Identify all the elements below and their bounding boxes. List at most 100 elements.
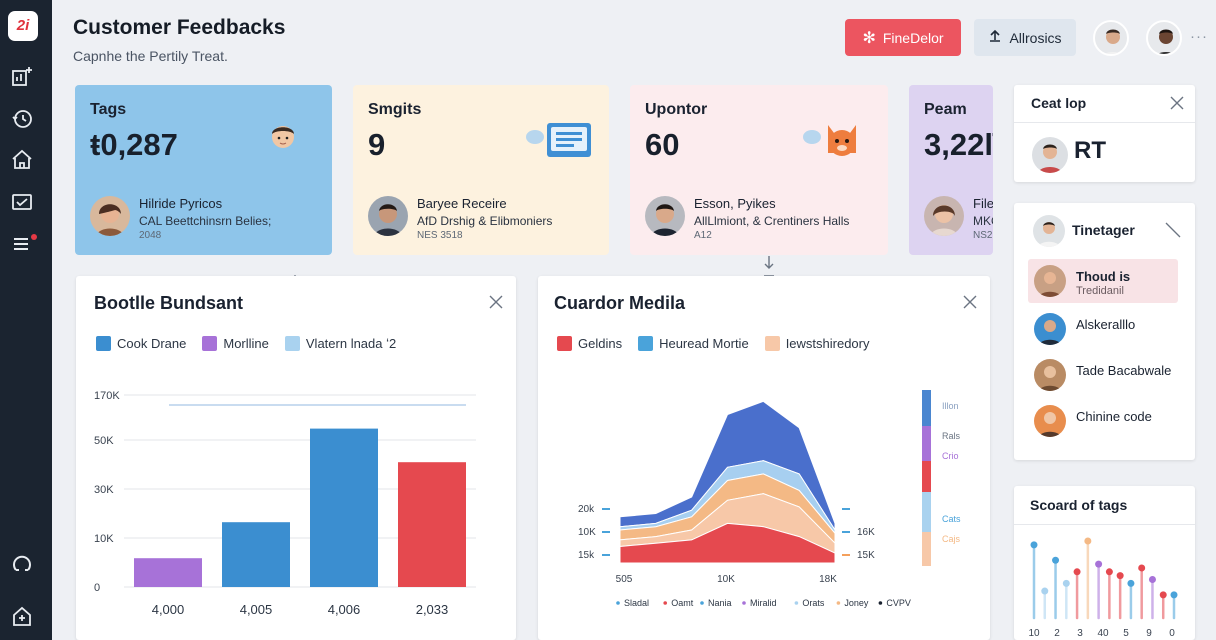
sidebar: 2i — [0, 0, 52, 640]
footer-legend-label: Oamt — [671, 598, 694, 608]
divider — [1014, 122, 1195, 123]
area-panel-title: Cuardor Medila — [554, 293, 686, 313]
finedelor-button[interactable]: ✻ FineDelor — [845, 19, 961, 56]
list-item-alskeralllo[interactable]: Alskeralllo — [1028, 307, 1178, 351]
footer-legend-dot — [878, 601, 883, 605]
dot-point — [1127, 579, 1135, 587]
legend-item[interactable]: Morlline — [202, 336, 269, 351]
legend-swatch — [764, 336, 780, 351]
app-logo[interactable]: 2i — [8, 11, 38, 41]
legend-item[interactable]: Geldins — [557, 336, 622, 351]
cat-mascot-icon — [800, 115, 872, 166]
dot-point — [1105, 568, 1113, 576]
stat-person-code: NS2 — [973, 230, 993, 241]
close-icon[interactable] — [962, 294, 978, 310]
allrosics-button[interactable]: Allrosics — [974, 19, 1076, 56]
history-icon[interactable] — [10, 107, 34, 131]
list-item-name: Alskeralllo — [1076, 317, 1136, 332]
legend-item[interactable]: Vlatern lnada ʻ2 — [284, 336, 396, 351]
legend-swatch — [96, 336, 111, 351]
finedelor-label: FineDelor — [882, 29, 944, 46]
list-item-name: Tade Bacabwale — [1076, 363, 1172, 378]
x-tick-label: 10 — [1028, 628, 1040, 639]
x-tick-label: 505 — [616, 574, 633, 585]
bar — [222, 522, 290, 587]
stat-card-tags[interactable]: Tags ŧ0,287 Hilride Pyricos CAL Beettchi… — [75, 85, 332, 255]
list-item-thoud-is[interactable]: Thoud is Tredidanil — [1028, 259, 1178, 303]
footer-legend-dot — [663, 601, 667, 605]
scoard-of-tags-panel: Scoard of tags 10 2 3 40 5 9 0 — [1014, 486, 1195, 640]
list-item-avatar — [1034, 313, 1066, 345]
list-item-name: Thoud is — [1076, 269, 1131, 284]
y-tick-label: 10K — [94, 533, 114, 545]
stat-value: 3,22ľ — [924, 127, 993, 162]
home-icon[interactable] — [10, 148, 34, 172]
allrosics-label: Allrosics — [1009, 29, 1062, 46]
stat-title: Tags — [90, 101, 127, 118]
dot-point — [1041, 587, 1049, 595]
color-scale-segment — [922, 461, 931, 492]
list-item-avatar — [1034, 265, 1066, 297]
x-tick-label: 4,000 — [152, 602, 185, 617]
color-scale-segment — [922, 390, 931, 426]
list-item-tade-bacabwale[interactable]: Tade Bacabwale — [1028, 353, 1178, 397]
stat-title: Peam — [924, 101, 967, 118]
footer-legend-label: Miralid — [750, 598, 777, 608]
page-subtitle: Capnhe the Pertily Treat. — [73, 48, 228, 64]
area-chart: 20k 10K 15k 16K 15K 505 10K 18K Illon Rals Crio Cat… — [578, 390, 961, 608]
person-illustration-icon — [263, 117, 303, 168]
y-tick-label: 15k — [578, 550, 595, 561]
chart-plus-icon[interactable] — [10, 65, 34, 89]
stat-person-name: File — [973, 196, 993, 211]
close-icon[interactable] — [488, 294, 504, 310]
stat-card-upontor[interactable]: Upontor 60 Esson, Pyikes AllLlmiont, & C… — [630, 85, 888, 255]
more-options-icon[interactable]: ··· — [1190, 28, 1208, 45]
color-scale-segment — [922, 492, 931, 532]
ceat-lop-title: Ceat lop — [1031, 95, 1087, 111]
dot-point — [1116, 572, 1124, 580]
stat-person-role: AllLlmiont, & Crentiners Halls — [694, 214, 850, 228]
y-tick-label: 10K — [578, 527, 596, 538]
x-tick-label: 10K — [717, 574, 735, 585]
user-avatar-1[interactable] — [1093, 20, 1129, 56]
list-item-avatar — [1034, 359, 1066, 391]
area-legend: Geldins Heuread Mortie Iewstshiredory — [557, 336, 870, 351]
legend-item[interactable]: Iewstshiredory — [764, 336, 870, 351]
user-avatar-2[interactable] — [1146, 20, 1182, 56]
legend-item[interactable]: Cook Drane — [96, 336, 186, 351]
stat-person-role: AfD Drshig & Elibmoniers — [417, 214, 553, 228]
close-icon[interactable] — [1169, 95, 1184, 110]
scale-label: Cats — [942, 514, 961, 524]
home-export-icon[interactable] — [10, 604, 34, 628]
list-item-chinine-code[interactable]: Chinine code — [1028, 399, 1178, 443]
ceat-lop-avatar — [1032, 137, 1068, 173]
bar-panel-title: Bootlle Bundsant — [94, 293, 243, 313]
dot-point — [1030, 541, 1038, 549]
legend-label: Morlline — [223, 336, 269, 351]
list-icon[interactable] — [10, 232, 34, 256]
footer-legend-dot — [700, 601, 704, 605]
stat-title: Smgits — [368, 101, 422, 118]
stat-person-name: Esson, Pyikes — [694, 196, 776, 211]
dot-point — [1148, 576, 1156, 583]
x-tick-label: 2,033 — [416, 602, 449, 617]
mail-icon[interactable] — [10, 190, 34, 214]
bar-legend: Cook Drane Morlline Vlatern lnada ʻ2 — [96, 336, 396, 351]
tinetager-avatar — [1033, 215, 1065, 247]
area-series — [619, 522, 836, 564]
footer-legend-label: Orats — [802, 598, 825, 608]
stat-card-peam[interactable]: Peam 3,22ľ File MKO NS2 — [909, 85, 993, 255]
legend-item[interactable]: Heuread Mortie — [638, 336, 749, 351]
x-tick-label: 3 — [1077, 628, 1083, 639]
stat-person-avatar — [368, 196, 408, 236]
stat-card-smgits[interactable]: Smgits 9 Baryee Receire AfD Drshig & Eli… — [353, 85, 609, 255]
y-tick-label: 16K — [857, 527, 875, 538]
footer-legend-dot — [616, 601, 620, 605]
collapse-icon[interactable] — [1164, 221, 1182, 239]
color-scale-segment — [922, 532, 931, 566]
list-item-sub: Tredidanil — [1076, 285, 1124, 297]
support-icon[interactable] — [10, 552, 34, 576]
stat-person-role: MKO — [973, 214, 993, 228]
ceat-lop-text: RT — [1074, 137, 1106, 164]
scale-label: Rals — [942, 431, 961, 441]
